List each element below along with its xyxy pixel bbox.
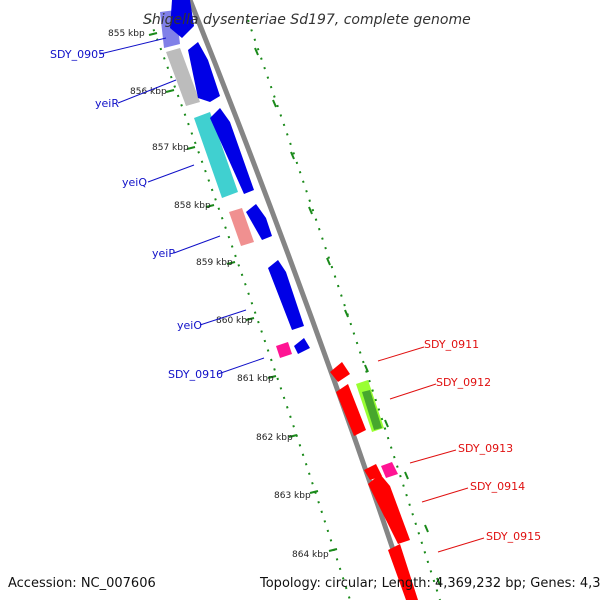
kbp-label: 857 kbp: [152, 143, 189, 153]
gene-label-left[interactable]: SDY_0910: [168, 368, 223, 381]
gene-arrow-blue-5[interactable]: [268, 260, 304, 330]
gene-arrow-blue-6[interactable]: [294, 338, 310, 354]
outer-dash: [272, 99, 277, 108]
tick-mark: [309, 490, 319, 494]
gene-arrow-blue-1[interactable]: [170, 0, 194, 38]
gene-feature-sdy0905-grey[interactable]: [166, 48, 200, 106]
tick-mark: [328, 548, 338, 552]
gene-arrow-blue-2[interactable]: [188, 42, 220, 102]
gene-label-left[interactable]: yeiQ: [122, 176, 147, 189]
outer-dash: [326, 257, 331, 266]
gene-feature-sdy0910[interactable]: [276, 342, 292, 358]
gene-arrow-red-5[interactable]: [388, 544, 418, 600]
gene-label-right[interactable]: SDY_0911: [424, 338, 479, 351]
leader-line: [437, 537, 485, 553]
leader-line: [117, 79, 177, 104]
leader-line: [147, 164, 195, 183]
inner-dotted-track: [149, 19, 351, 600]
leader-line: [409, 449, 457, 464]
accession-text: Accession: NC_007606: [8, 576, 156, 591]
gene-arrow-red-2[interactable]: [336, 384, 366, 436]
gene-label-right[interactable]: SDY_0912: [436, 376, 491, 389]
kbp-label: 861 kbp: [237, 374, 274, 384]
map-title: Shigella dysenteriae Sd197, complete gen…: [143, 12, 471, 28]
kbp-label: 864 kbp: [292, 550, 329, 560]
kbp-label: 856 kbp: [130, 87, 167, 97]
leader-line: [173, 235, 221, 254]
outer-dotted-track: [247, 19, 441, 600]
leader-line: [199, 309, 247, 326]
gene-label-left[interactable]: yeiP: [152, 247, 175, 260]
left-leader-lines: [99, 37, 265, 375]
tick-mark: [205, 204, 215, 208]
gene-arrow-red-4[interactable]: [368, 474, 410, 544]
kbp-label: 860 kbp: [216, 316, 253, 326]
gene-feature-sdy0913[interactable]: [381, 462, 398, 478]
outer-dash: [384, 419, 389, 428]
outer-dash: [436, 577, 441, 586]
outer-dash: [308, 206, 313, 215]
genome-summary-text: Topology: circular; Length: 4,369,232 bp…: [259, 576, 600, 591]
kbp-label: 863 kbp: [274, 491, 311, 501]
tick-mark: [267, 375, 277, 379]
outer-dash: [424, 524, 429, 533]
gene-label-left[interactable]: yeiO: [177, 319, 202, 332]
leader-line: [99, 37, 167, 55]
gene-feature-sdy0912-dark[interactable]: [362, 390, 382, 430]
outer-dash: [344, 309, 349, 318]
genome-backbone: [187, 0, 413, 600]
leader-line: [389, 383, 437, 400]
kbp-label: 859 kbp: [196, 258, 233, 268]
outer-dash: [404, 471, 409, 480]
gene-feature-yeiP[interactable]: [229, 208, 254, 246]
tick-mark: [226, 261, 236, 265]
tick-mark: [186, 146, 196, 150]
gene-arrow-red-3[interactable]: [364, 464, 382, 480]
tick-mark: [165, 89, 175, 93]
kbp-label: 862 kbp: [256, 433, 293, 443]
outer-dash: [364, 364, 369, 373]
outer-dash: [290, 151, 295, 160]
gene-label-left[interactable]: yeiR: [95, 97, 119, 110]
outer-dash: [254, 47, 259, 56]
tick-mark: [245, 317, 255, 321]
gene-arrow-blue-3[interactable]: [210, 108, 254, 194]
gene-feature-yeiQ[interactable]: [194, 112, 238, 198]
gene-arrow-blue-4[interactable]: [246, 204, 272, 240]
gene-arrow-red-1[interactable]: [330, 362, 350, 382]
gene-label-right[interactable]: SDY_0915: [486, 530, 541, 543]
kbp-label: 855 kbp: [108, 29, 145, 39]
gene-label-right[interactable]: SDY_0913: [458, 442, 513, 455]
leader-line: [421, 487, 469, 503]
leader-line: [217, 357, 265, 375]
gene-label-left[interactable]: SDY_0905: [50, 48, 105, 61]
tick-mark: [288, 434, 298, 438]
kbp-labels: 855 kbp 856 kbp 857 kbp 858 kbp 859 kbp …: [108, 29, 329, 560]
right-leader-lines: [377, 346, 485, 553]
kbp-tick-marks: [148, 32, 338, 552]
outer-track-dashes: [254, 47, 441, 586]
gene-label-right[interactable]: SDY_0914: [470, 480, 525, 493]
leader-line: [377, 346, 425, 362]
tick-mark: [148, 32, 158, 36]
kbp-label: 858 kbp: [174, 201, 211, 211]
